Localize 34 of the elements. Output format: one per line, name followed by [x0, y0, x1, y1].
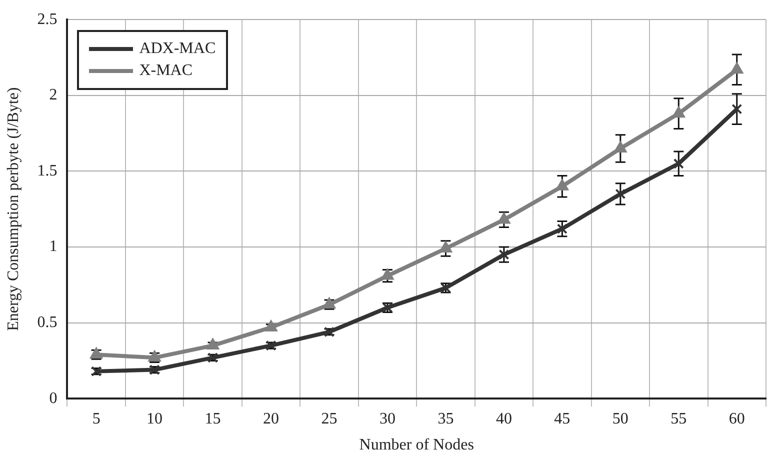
legend-label: X-MAC — [139, 62, 193, 80]
y-axis-title: Energy Consumption perbyte (J/Byte) — [4, 87, 22, 331]
x-tick-label: 50 — [612, 410, 628, 428]
y-tick-label: 1 — [49, 238, 58, 256]
x-tick-label: 25 — [321, 410, 338, 428]
y-tick-label: 1.5 — [37, 162, 58, 180]
point — [498, 212, 510, 224]
y-tick-label: 0.5 — [37, 314, 58, 332]
point — [556, 179, 568, 190]
point — [673, 158, 684, 169]
y-tick-label: 0 — [49, 390, 58, 407]
x-tick-label: 35 — [438, 410, 454, 428]
x-axis-title: Number of Nodes — [359, 436, 474, 454]
x-tick-label: 5 — [92, 410, 100, 428]
point — [264, 320, 278, 332]
x-tick-label: 15 — [204, 410, 221, 428]
legend-label: ADX-MAC — [139, 40, 216, 58]
x-tick-label: 60 — [728, 410, 745, 428]
point — [732, 104, 742, 114]
y-tick-label: 2 — [49, 86, 58, 104]
point — [615, 188, 626, 200]
point — [730, 62, 744, 74]
x-tick-label: 40 — [496, 410, 512, 428]
point — [206, 338, 219, 350]
point — [672, 106, 685, 118]
x-tick-label: 10 — [146, 410, 163, 428]
y-tick-label: 2.5 — [37, 10, 58, 28]
x-tick-label: 55 — [670, 410, 687, 428]
point — [440, 242, 452, 253]
point — [381, 268, 394, 280]
x-tick-label: 20 — [263, 410, 280, 428]
x-tick-label: 45 — [554, 410, 570, 428]
point — [614, 141, 627, 152]
x-tick-label: 30 — [379, 410, 396, 428]
